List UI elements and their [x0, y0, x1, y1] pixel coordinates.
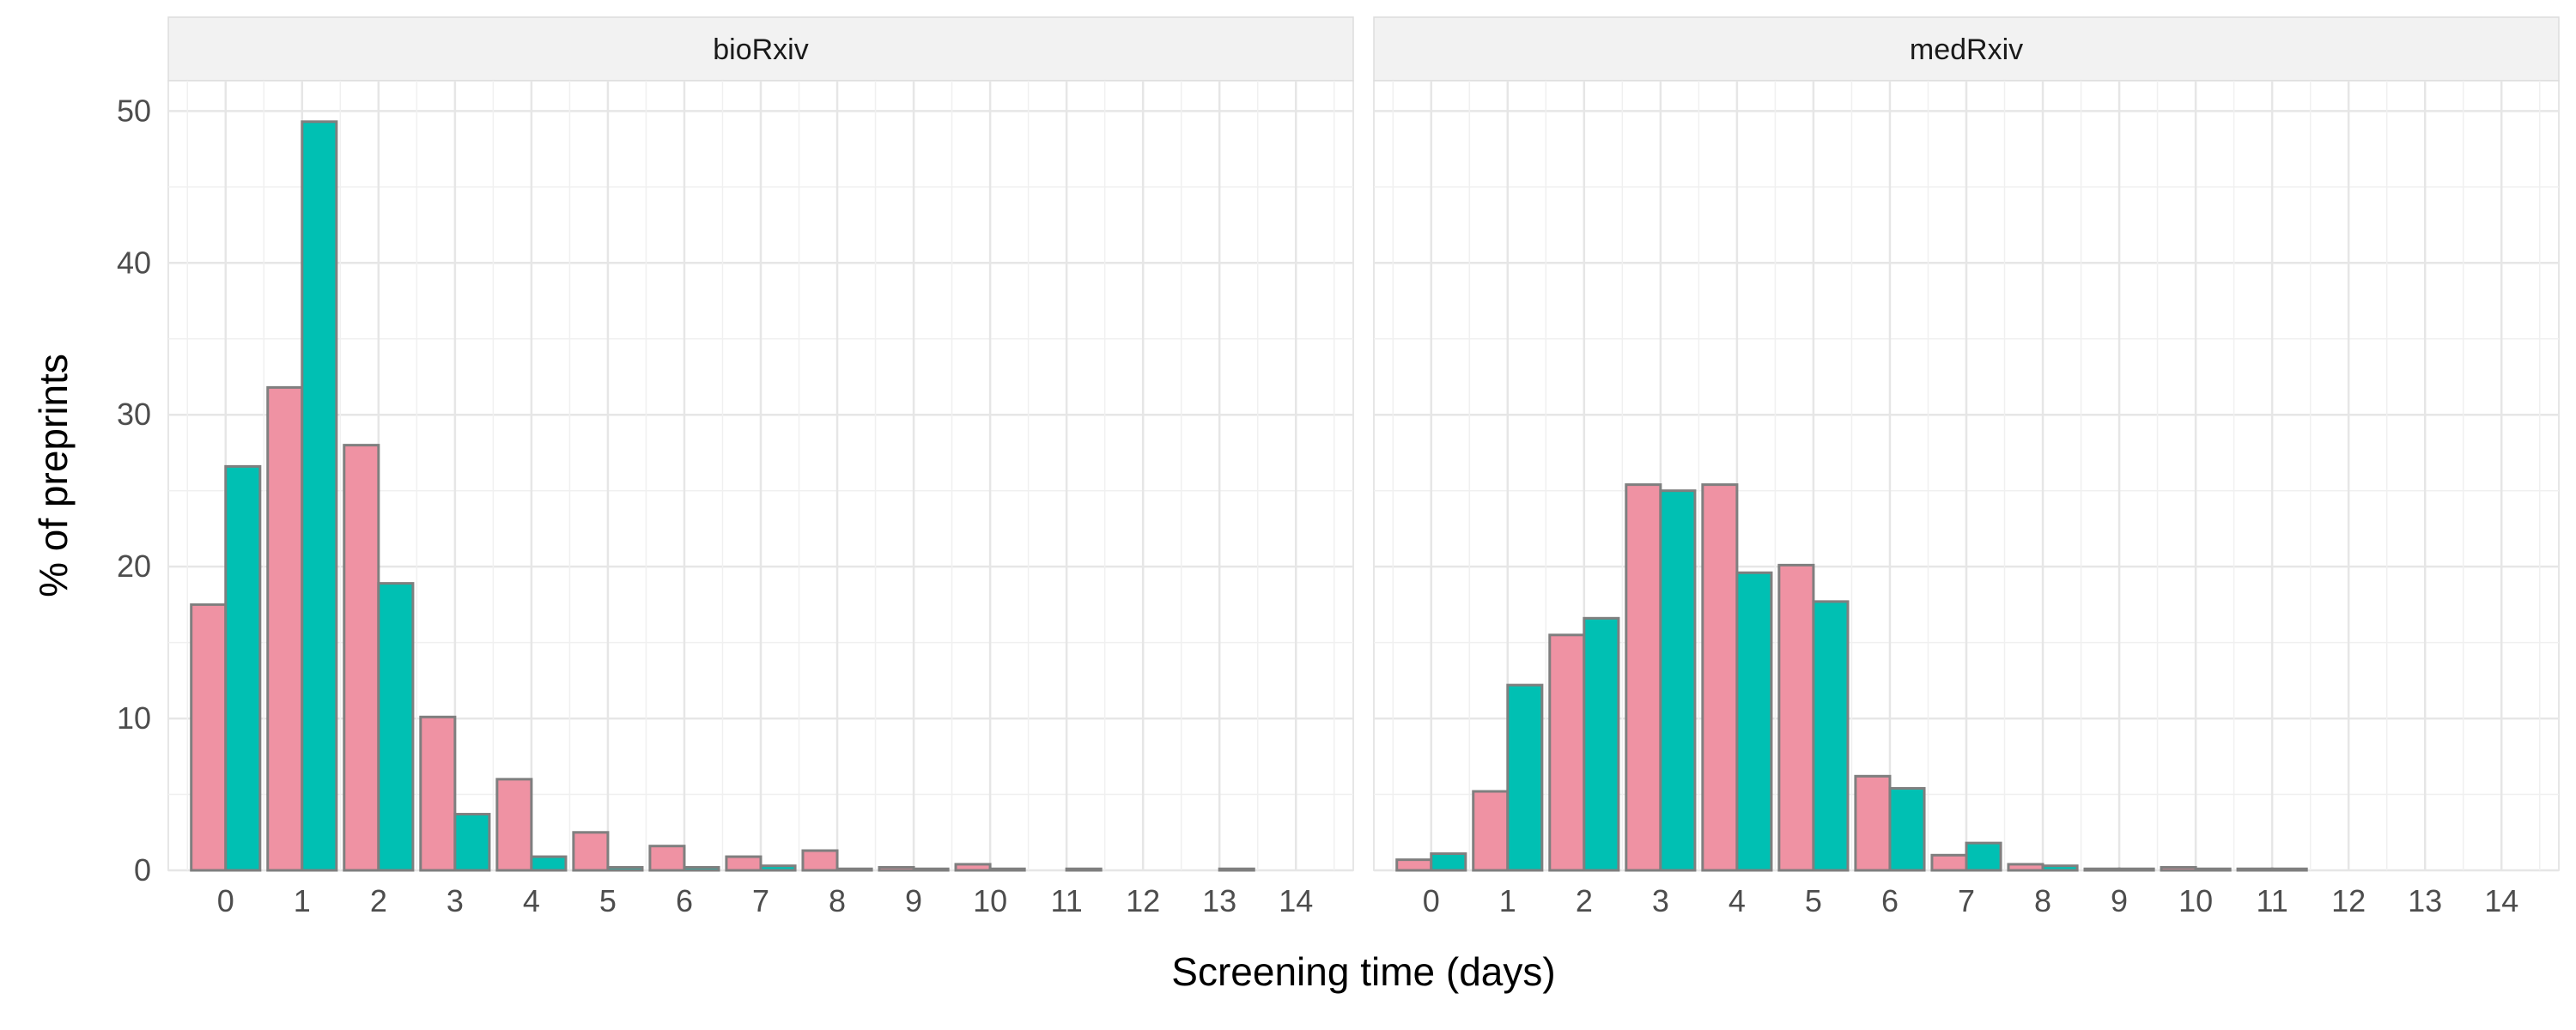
- bar-series-1-day-6: [648, 845, 686, 872]
- x-tick-label: 3: [447, 883, 464, 918]
- bar-series-1-day-1: [266, 385, 304, 872]
- y-tick-label: 10: [117, 700, 151, 736]
- x-tick-label: 4: [1728, 883, 1746, 918]
- bar-series-2-day-8: [2041, 864, 2079, 872]
- bar-series-2-day-7: [759, 864, 797, 872]
- x-tick-label: 0: [1423, 883, 1440, 918]
- bar-series-1-day-2: [343, 444, 380, 872]
- bar-series-1-day-9: [878, 865, 915, 872]
- facet-title: bioRxiv: [713, 33, 808, 66]
- bar-series-1-day-3: [1625, 483, 1662, 872]
- x-tick-label: 2: [370, 883, 387, 918]
- bar-series-1-day-11: [2236, 867, 2274, 872]
- bars: [190, 120, 1255, 872]
- y-axis-title: % of preprints: [31, 354, 76, 597]
- bars: [1395, 483, 2308, 872]
- x-tick-label: 5: [1805, 883, 1822, 918]
- y-tick-label: 20: [117, 548, 151, 584]
- x-tick-label: 1: [1499, 883, 1516, 918]
- bar-series-1-day-7: [725, 855, 762, 872]
- y-tick-label: 0: [134, 852, 151, 888]
- bar-series-1-day-2: [1548, 633, 1586, 872]
- x-tick-label: 12: [1126, 883, 1160, 918]
- x-tick-label: 14: [1279, 883, 1313, 918]
- x-tick-label: 9: [905, 883, 922, 918]
- x-tick-label: 8: [829, 883, 846, 918]
- x-tick-label: 13: [2408, 883, 2442, 918]
- facet-title: medRxiv: [1910, 33, 2023, 66]
- bar-series-2-day-9: [2117, 867, 2155, 872]
- bar-series-1-day-5: [572, 831, 610, 872]
- y-tick-label: 40: [117, 245, 151, 280]
- bar-series-2-day-10: [2194, 867, 2232, 872]
- bar-series-2-day-7: [1965, 841, 2002, 872]
- bar-series-2-day-6: [1888, 786, 1926, 872]
- bar-series-2-day-5: [606, 865, 644, 872]
- x-tick-label: 7: [1958, 883, 1975, 918]
- y-tick-label: 30: [117, 397, 151, 432]
- bar-series-1-day-8: [2007, 863, 2044, 872]
- bar-series-2-day-4: [530, 855, 568, 872]
- x-axis-ticks: 0 1 2 3 4 5 6 7 8 9 10 11 12 13 14: [217, 883, 1313, 918]
- bar-series-2-day-3: [1659, 489, 1697, 872]
- y-tick-label: 50: [117, 93, 151, 128]
- x-tick-label: 11: [2256, 883, 2287, 918]
- x-tick-label: 5: [599, 883, 617, 918]
- bar-series-2-day-4: [1735, 571, 1773, 872]
- x-tick-label: 14: [2484, 883, 2518, 918]
- x-tick-label: 13: [1202, 883, 1236, 918]
- bar-series-1-day-4: [495, 778, 533, 872]
- x-tick-label: 9: [2111, 883, 2128, 918]
- bar-series-1-day-1: [1472, 790, 1510, 872]
- x-tick-label: 10: [973, 883, 1007, 918]
- bar-series-1-day-5: [1777, 563, 1815, 872]
- x-tick-label: 7: [752, 883, 769, 918]
- x-tick-label: 12: [2331, 883, 2366, 918]
- y-axis-ticks: 0 10 20 30 40 50: [117, 93, 151, 888]
- bar-series-2-day-1: [301, 120, 338, 872]
- bar-series-2-day-1: [1506, 683, 1544, 872]
- bar-series-2-day-2: [1583, 616, 1620, 872]
- x-tick-label: 10: [2178, 883, 2213, 918]
- bar-series-1-day-3: [419, 715, 457, 872]
- bar-series-2-day-13: [1218, 867, 1255, 872]
- x-tick-label: 3: [1652, 883, 1669, 918]
- bar-series-2-day-3: [453, 813, 491, 872]
- x-tick-label: 1: [294, 883, 311, 918]
- bar-series-1-day-10: [2160, 865, 2197, 872]
- bar-series-1-day-0: [190, 603, 228, 872]
- bar-series-1-day-8: [801, 849, 839, 872]
- bar-series-2-day-11: [1065, 867, 1103, 872]
- bar-series-1-day-4: [1701, 483, 1739, 872]
- bar-series-1-day-0: [1395, 858, 1433, 872]
- x-axis-ticks: 0 1 2 3 4 5 6 7 8 9 10 11 12 13 14: [1423, 883, 2518, 918]
- bar-series-1-day-9: [2083, 867, 2121, 872]
- facet-strip: [1373, 16, 2560, 82]
- x-tick-label: 6: [676, 883, 693, 918]
- x-tick-label: 11: [1050, 883, 1082, 918]
- bar-series-2-day-6: [683, 865, 720, 872]
- bar-series-2-day-2: [377, 582, 415, 872]
- bar-series-2-day-0: [1430, 852, 1467, 872]
- x-tick-label: 4: [523, 883, 540, 918]
- x-tick-label: 6: [1881, 883, 1899, 918]
- x-tick-label: 0: [217, 883, 234, 918]
- x-tick-label: 2: [1576, 883, 1593, 918]
- facet-strip: [167, 16, 1354, 82]
- bar-series-2-day-11: [2270, 867, 2308, 872]
- bar-series-2-day-5: [1812, 600, 1850, 872]
- bar-series-2-day-8: [835, 867, 873, 872]
- x-axis-title: Screening time (days): [1171, 949, 1555, 994]
- x-tick-label: 8: [2034, 883, 2051, 918]
- bar-series-2-day-10: [988, 867, 1026, 872]
- bar-series-1-day-10: [954, 863, 992, 872]
- bar-series-2-day-9: [912, 867, 950, 872]
- bar-series-1-day-7: [1930, 853, 1968, 872]
- bar-series-1-day-6: [1854, 774, 1892, 872]
- bar-series-2-day-0: [224, 464, 262, 872]
